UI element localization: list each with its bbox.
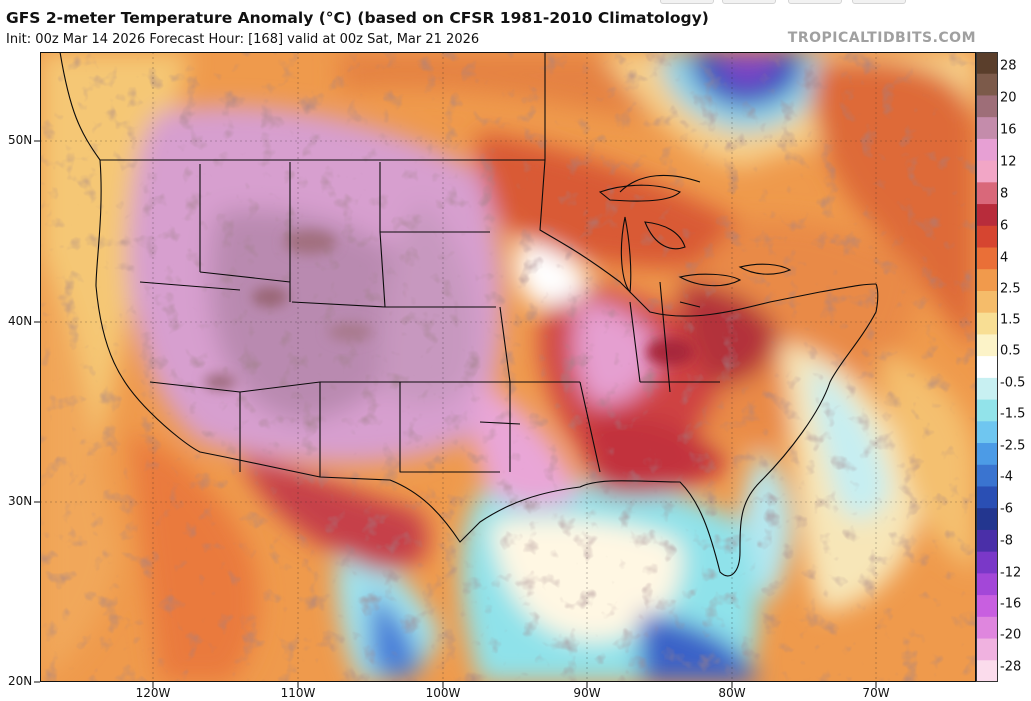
colorbar-swatch <box>976 52 998 75</box>
lon-label-100w: 100W <box>425 686 461 700</box>
colorbar-label: -12 <box>1000 565 1022 581</box>
colorbar-label: 16 <box>1000 122 1017 138</box>
hotspot-marks <box>204 230 694 390</box>
colorbar-swatch <box>976 399 998 422</box>
colorbar-label: 6 <box>1000 218 1009 234</box>
lon-label-90w: 90W <box>573 686 601 700</box>
lon-label-110w: 110W <box>280 686 316 700</box>
colorbar-swatch <box>976 225 998 249</box>
colorbar-swatch <box>976 290 998 314</box>
lat-label-50n: 50N <box>8 133 33 147</box>
colorbar-label: -6 <box>1000 501 1013 517</box>
lon-label-120w: 120W <box>135 686 171 700</box>
map-frame <box>40 52 976 682</box>
lat-label-30n: 30N <box>8 494 33 508</box>
map-subtitle: Init: 00z Mar 14 2026 Forecast Hour: [16… <box>6 32 480 47</box>
gridlines <box>40 52 976 682</box>
borders <box>59 52 879 577</box>
colorbar-label: 12 <box>1000 154 1017 170</box>
colorbar-label: -28 <box>1000 659 1022 675</box>
colorbar-swatch <box>976 95 998 118</box>
top-button[interactable] <box>660 0 714 4</box>
colorbar-swatch <box>976 421 998 444</box>
colorbar-swatch <box>976 443 998 466</box>
temperature-anomaly-map <box>40 52 976 682</box>
colorbar-swatch <box>976 117 998 140</box>
colorbar-swatch <box>976 573 998 596</box>
colorbar-swatch <box>976 356 998 379</box>
colorbar <box>976 52 998 682</box>
colorbar-swatch <box>976 73 998 97</box>
colorbar-swatch <box>976 638 998 661</box>
colorbar-swatch <box>976 508 998 531</box>
colorbar-label: -4 <box>1000 469 1013 485</box>
colorbar-label: 8 <box>1000 186 1009 202</box>
colorbar-label: -8 <box>1000 533 1013 549</box>
lat-label-40n: 40N <box>8 314 33 328</box>
colorbar-label: 2.5 <box>1000 281 1021 297</box>
colorbar-label: -20 <box>1000 627 1022 643</box>
colorbar-swatch <box>976 247 998 270</box>
lon-label-70w: 70W <box>862 686 890 700</box>
colorbar-swatch <box>976 312 998 336</box>
colorbar-label: 28 <box>1000 58 1017 74</box>
colorbar-frame <box>976 52 998 682</box>
colorbar-label: -16 <box>1000 596 1022 612</box>
colorbar-swatch <box>976 660 998 682</box>
top-button[interactable] <box>852 0 906 4</box>
colorbar-swatch <box>976 464 998 488</box>
colorbar-label: -0.5 <box>1000 375 1026 391</box>
colorbar-label: 0.5 <box>1000 343 1021 359</box>
colorbar-label: -1.5 <box>1000 406 1026 422</box>
top-button[interactable] <box>788 0 842 4</box>
colorbar-swatch <box>976 595 998 618</box>
colorbar-swatch <box>976 486 998 509</box>
colorbar-label: 4 <box>1000 250 1009 266</box>
colorbar-label: 1.5 <box>1000 312 1021 328</box>
colorbar-swatch <box>976 529 998 553</box>
colorbar-swatch <box>976 616 998 640</box>
top-button[interactable] <box>722 0 776 4</box>
colorbar-swatch <box>976 269 998 292</box>
watermark: TROPICALTIDBITS.COM <box>787 30 976 46</box>
colorbar-swatch <box>976 204 998 227</box>
map-title: GFS 2-meter Temperature Anomaly (°C) (ba… <box>6 9 709 27</box>
lake-outlines <box>479 184 792 425</box>
colorbar-swatch <box>976 138 998 162</box>
colorbar-label: -2.5 <box>1000 438 1026 454</box>
colorbar-swatch <box>976 182 998 205</box>
colorbar-swatch <box>976 334 998 357</box>
colorbar-label: 20 <box>1000 90 1017 106</box>
colorbar-swatch <box>976 160 998 183</box>
lat-label-20n: 20N <box>8 674 33 688</box>
lon-label-80w: 80W <box>718 686 746 700</box>
colorbar-swatch <box>976 377 998 401</box>
colorbar-swatch <box>976 551 998 574</box>
